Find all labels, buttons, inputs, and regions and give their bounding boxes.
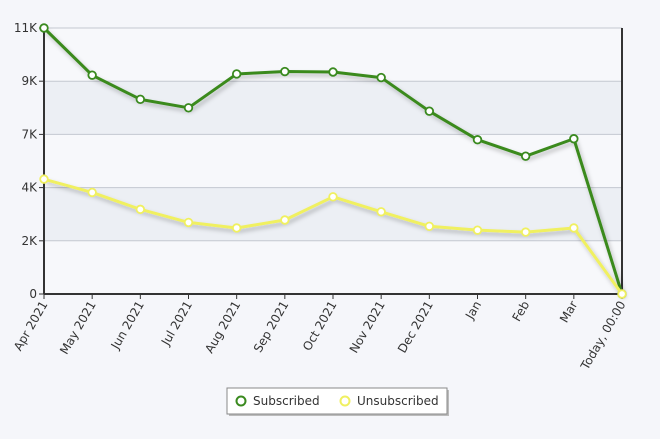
- data-point[interactable]: [231, 69, 242, 79]
- x-tick-label: Mar: [557, 298, 580, 325]
- data-point[interactable]: [135, 204, 146, 215]
- legend-box: [226, 387, 448, 415]
- data-point[interactable]: [183, 103, 194, 113]
- x-tick-label: May 2021: [57, 299, 99, 357]
- data-point[interactable]: [280, 66, 290, 77]
- data-point[interactable]: [424, 221, 435, 231]
- data-point[interactable]: [472, 225, 483, 235]
- y-tick-label: 0: [29, 287, 37, 301]
- x-tick-label: Sep 2021: [251, 299, 292, 355]
- data-point[interactable]: [617, 289, 627, 299]
- data-point[interactable]: [424, 106, 435, 116]
- y-tick-label: 2K: [21, 234, 38, 248]
- series-subscribed: [39, 23, 627, 299]
- y-tick-label: 11K: [14, 21, 38, 35]
- data-point[interactable]: [569, 134, 579, 144]
- plot-band: [44, 81, 622, 135]
- legend-label-unsubscribed[interactable]: Unsubscribed: [357, 394, 439, 408]
- data-point[interactable]: [135, 94, 146, 105]
- series-unsubscribed: [39, 174, 627, 299]
- data-point[interactable]: [87, 70, 97, 80]
- data-point[interactable]: [183, 217, 194, 228]
- legend[interactable]: Subscribed Unsubscribed: [226, 387, 449, 416]
- legend-marker-icon[interactable]: [235, 395, 247, 407]
- y-axis-ticks: 0 2K 4K 7K 9K 11K: [14, 21, 44, 301]
- data-point[interactable]: [280, 215, 290, 225]
- data-point[interactable]: [39, 23, 49, 33]
- x-tick-label: Aug 2021: [202, 299, 243, 356]
- x-tick-label: Jun 2021: [108, 299, 147, 353]
- y-tick-label: 4K: [21, 181, 38, 195]
- data-point[interactable]: [520, 227, 531, 237]
- y-tick-label: 9K: [21, 74, 38, 88]
- x-tick-label: Nov 2021: [347, 299, 388, 356]
- data-point[interactable]: [520, 151, 531, 161]
- x-tick-label: Dec 2021: [395, 299, 436, 356]
- data-point[interactable]: [472, 135, 483, 145]
- x-tick-label: Jul 2021: [158, 299, 195, 349]
- y-tick-label: 7K: [21, 127, 38, 141]
- data-point[interactable]: [328, 67, 338, 77]
- data-point[interactable]: [231, 223, 242, 233]
- data-point[interactable]: [328, 192, 338, 202]
- x-tick-label: Feb: [510, 299, 533, 324]
- x-tick-label: Jan: [462, 299, 484, 323]
- x-tick-label: Today, 00:00: [578, 299, 629, 373]
- plot-band: [44, 134, 622, 188]
- x-axis-ticks: Apr 2021 May 2021 Jun 2021 Jul 2021 Aug 2021…: [11, 294, 629, 373]
- x-tick-label: Apr 2021: [11, 299, 51, 354]
- x-tick-label: Oct 2021: [300, 299, 340, 354]
- legend-marker-icon[interactable]: [339, 395, 351, 407]
- data-point[interactable]: [376, 207, 386, 217]
- plot-band: [44, 240, 622, 294]
- series-layer: [39, 23, 627, 299]
- data-point[interactable]: [569, 223, 579, 233]
- data-point[interactable]: [376, 72, 386, 83]
- data-point[interactable]: [87, 187, 97, 198]
- data-point[interactable]: [39, 174, 49, 184]
- legend-label-subscribed[interactable]: Subscribed: [253, 394, 320, 408]
